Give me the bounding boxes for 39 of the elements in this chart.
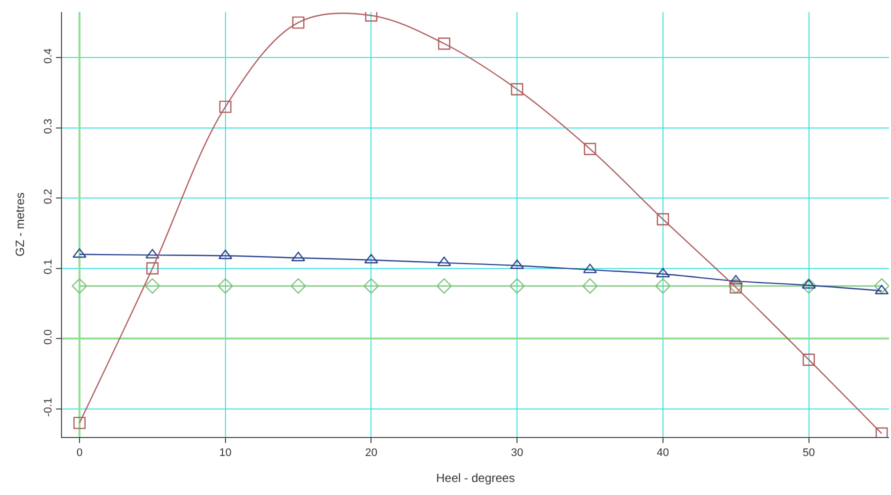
point (656, 213, 670, 226)
point (438, 38, 450, 50)
y-tick-label: 0.4 (42, 48, 55, 64)
y-axis-title: GZ - metres (12, 192, 27, 257)
point (728, 278, 744, 294)
point (509, 278, 525, 294)
point (144, 278, 160, 294)
point (802, 354, 815, 366)
x-axis-title: Heel - degrees (436, 471, 515, 486)
point (801, 278, 817, 294)
point (363, 278, 379, 294)
y-tick-label: -0.1 (42, 398, 55, 417)
y-tick-label: 0.0 (42, 329, 55, 345)
x-tick-label: 30 (510, 447, 524, 460)
point (72, 278, 88, 294)
point (582, 278, 598, 294)
point (655, 278, 671, 294)
y-tick-label: 0.1 (42, 259, 55, 274)
point (72, 248, 86, 258)
x-tick-label: 20 (365, 447, 378, 460)
point (146, 262, 159, 274)
point (436, 278, 452, 294)
point (510, 83, 524, 96)
point (73, 416, 86, 430)
x-tick-label: 10 (219, 447, 232, 460)
y-tick-label: 0.3 (42, 118, 55, 134)
x-tick-label: 50 (802, 447, 815, 460)
point (584, 142, 596, 156)
point (583, 264, 597, 274)
point (365, 12, 378, 22)
x-tick-label: 0 (76, 447, 83, 460)
point (219, 100, 232, 113)
point (874, 278, 889, 294)
point (292, 16, 304, 29)
point (290, 278, 306, 294)
point (876, 427, 888, 437)
y-tick-label: 0.2 (42, 188, 55, 204)
x-tick-label: 40 (656, 447, 670, 460)
point (218, 278, 234, 294)
